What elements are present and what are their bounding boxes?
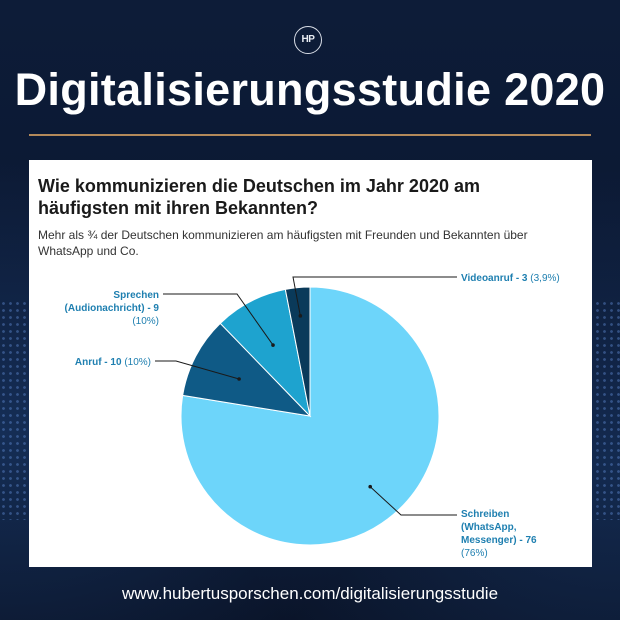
leader-line-1 [155, 360, 240, 380]
slice-label-2: Sprechen (Audionachricht) - 9 (10%) [65, 290, 160, 327]
slice-label-1: Anruf - 10 (10%) [75, 357, 151, 368]
chart-subtitle: Mehr als ¾ der Deutschen kommunizieren a… [38, 228, 528, 258]
pie-slice-3 [284, 286, 311, 417]
leader-line-3 [292, 276, 457, 316]
leader-dot-3 [298, 314, 303, 318]
footer-url[interactable]: www.hubertusporschen.com/digitalisierung… [121, 584, 499, 603]
brand-logo: HP [294, 26, 322, 54]
chart-card: Wie kommunizieren die Deutschen im Jahr … [29, 160, 592, 567]
slice-label-3: Videoanruf - 3 (3,9%) [461, 273, 560, 284]
pie-chart: Schreiben (WhatsApp, Messenger) - 76 (76%) A… [65, 273, 560, 559]
chart-title: Wie kommunizieren die Deutschen im Jahr … [38, 176, 480, 218]
pie-slice-0 [180, 286, 440, 546]
leader-line-0 [369, 486, 457, 516]
slice-label-0: Schreiben (WhatsApp, Messenger) - 76 (76%) [461, 509, 537, 559]
pie-slice-1 [182, 322, 312, 417]
headline-divider [29, 134, 591, 136]
leader-line-2 [163, 293, 274, 346]
page-headline: Digitalisierungsstudie 2020 [14, 64, 606, 115]
